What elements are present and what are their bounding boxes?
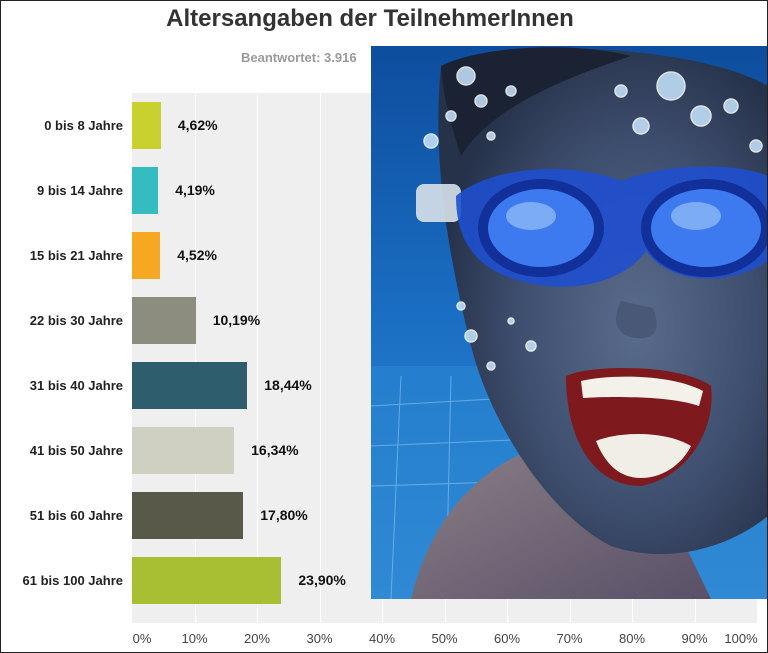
data-label: 10,19% (212, 312, 261, 328)
data-label: 16,34% (251, 442, 299, 458)
category-label: 0 bis 8 Jahre (44, 117, 123, 133)
underwater-swimmer-photo (371, 46, 767, 599)
tick-label: 80% (618, 631, 646, 646)
data-label: 23,90% (298, 572, 346, 588)
tick-label: 90% (681, 631, 708, 646)
tick-label: 100% (724, 631, 758, 646)
data-label: 4,19% (175, 182, 215, 198)
bar (132, 102, 161, 149)
category-label: 51 bis 60 Jahre (29, 507, 123, 523)
tick-label: 10% (181, 631, 208, 646)
tick-label: 70% (556, 631, 583, 646)
tick-label: 50% (431, 631, 458, 646)
data-label: 4,62% (177, 117, 218, 133)
bar (132, 557, 282, 604)
bar (132, 167, 159, 214)
data-label: 17,80% (260, 507, 308, 523)
category-label: 61 bis 100 Jahre (22, 572, 123, 588)
data-label: 18,44% (264, 377, 312, 393)
gridline (257, 93, 258, 623)
answered-count: Beantwortet: 3.916 (241, 50, 357, 65)
tick-label: 40% (368, 631, 396, 646)
data-label: 4,52% (177, 247, 217, 263)
category-label: 22 bis 30 Jahre (29, 312, 123, 328)
gridline (319, 93, 321, 623)
chart-title: Altersangaben der TeilnehmerInnen (166, 5, 574, 32)
category-label: 41 bis 50 Jahre (29, 442, 123, 458)
bar (132, 232, 161, 279)
tick-label: 60% (493, 631, 521, 646)
bar (132, 362, 248, 409)
tick-label: 0% (132, 631, 152, 646)
gridline (194, 93, 196, 623)
category-label: 31 bis 40 Jahre (29, 377, 123, 393)
tick-label: 30% (306, 631, 333, 646)
category-label: 15 bis 21 Jahre (29, 247, 123, 263)
category-label: 9 bis 14 Jahre (37, 182, 123, 198)
tick-label: 20% (243, 631, 271, 646)
bar (132, 427, 235, 474)
bar (132, 492, 244, 539)
bar (132, 297, 196, 344)
